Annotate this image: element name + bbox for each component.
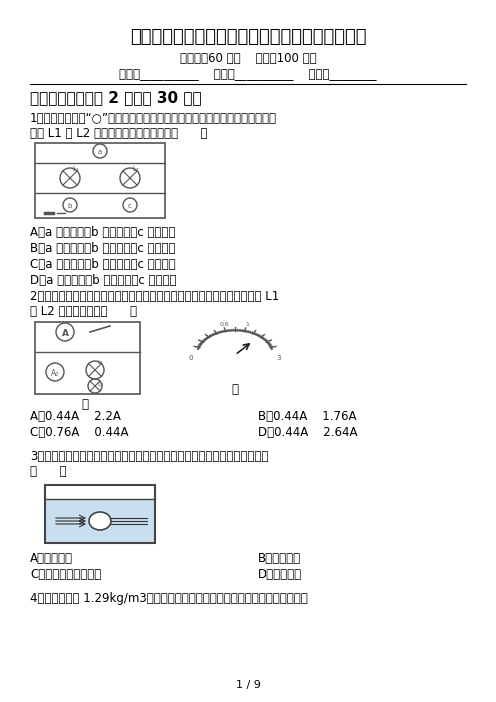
Text: 最新人教版九年级物理下册期末考试题及完整答案: 最新人教版九年级物理下册期末考试题及完整答案 — [130, 28, 366, 46]
Text: L₂: L₂ — [97, 381, 103, 387]
Circle shape — [56, 323, 74, 341]
Text: a: a — [98, 149, 102, 155]
Circle shape — [46, 363, 64, 381]
Text: （      ）: （ ） — [30, 465, 66, 478]
Text: C．0.76A    0.44A: C．0.76A 0.44A — [30, 426, 128, 439]
Text: A．会聚作用: A．会聚作用 — [30, 552, 73, 565]
Text: C．既不会聚也不发散: C．既不会聚也不发散 — [30, 568, 101, 581]
Text: B．发散作用: B．发散作用 — [258, 552, 301, 565]
Circle shape — [123, 198, 137, 212]
Bar — [45, 499, 155, 543]
Text: 1、如图所示，在“○”处可以连接电流表或电压表测量电路中的电流、电压，: 1、如图所示，在“○”处可以连接电流表或电压表测量电路中的电流、电压， — [30, 112, 277, 125]
Text: 1: 1 — [245, 322, 249, 327]
Text: 0.6: 0.6 — [220, 322, 230, 327]
Circle shape — [93, 144, 107, 158]
Text: 2、如图甲所示，开关闭合后，两个电流表指针偏转均为乙图所示，则通过 L1: 2、如图甲所示，开关闭合后，两个电流表指针偏转均为乙图所示，则通过 L1 — [30, 290, 279, 303]
Text: （时间：60 分钟    分数：100 分）: （时间：60 分钟 分数：100 分） — [180, 52, 316, 65]
Text: 为使 L1 与 L2 串联，以下做法正确的是（      ）: 为使 L1 与 L2 串联，以下做法正确的是（ ） — [30, 127, 207, 140]
Text: 甲: 甲 — [81, 398, 88, 411]
Text: 乙: 乙 — [232, 383, 239, 396]
Text: B．a 为电压表，b 为电压表，c 为电流表: B．a 为电压表，b 为电压表，c 为电流表 — [30, 242, 176, 255]
Text: 和 L2 的电流分别为（      ）: 和 L2 的电流分别为（ ） — [30, 305, 137, 318]
Circle shape — [63, 198, 77, 212]
Bar — [35, 143, 165, 218]
Text: b: b — [68, 203, 72, 209]
Bar — [35, 322, 140, 394]
Ellipse shape — [89, 512, 111, 530]
Bar — [45, 485, 155, 543]
Text: c: c — [128, 203, 132, 209]
Text: 3: 3 — [277, 355, 281, 361]
Text: B．0.44A    1.76A: B．0.44A 1.76A — [258, 410, 357, 423]
Text: A．a 为电流表，b 为电压表，c 为电流表: A．a 为电流表，b 为电压表，c 为电流表 — [30, 226, 176, 239]
Text: C．a 为电流表，b 为电流表，c 为电压表: C．a 为电流表，b 为电流表，c 为电压表 — [30, 258, 176, 271]
Text: 3、如图所示容器水中有一个空气泡，则其对水平射入其中的光线有何作用：: 3、如图所示容器水中有一个空气泡，则其对水平射入其中的光线有何作用： — [30, 450, 268, 463]
Text: L₁: L₁ — [97, 360, 103, 365]
Text: D．a 为电流表，b 为电流表，c 为电流表: D．a 为电流表，b 为电流表，c 为电流表 — [30, 274, 177, 287]
Text: D．0.44A    2.64A: D．0.44A 2.64A — [258, 426, 358, 439]
Text: 一、选择题（每题 2 分，共 30 分）: 一、选择题（每题 2 分，共 30 分） — [30, 90, 202, 105]
Text: L₁: L₁ — [72, 166, 79, 172]
Text: 班级：__________    姓名：__________    分数：________: 班级：__________ 姓名：__________ 分数：________ — [119, 68, 377, 81]
Text: L₂: L₂ — [132, 166, 139, 172]
Text: A: A — [62, 329, 68, 338]
Text: 0: 0 — [189, 355, 193, 361]
Text: 1 / 9: 1 / 9 — [236, 680, 260, 690]
Text: A₀: A₀ — [51, 369, 59, 378]
Text: A．0.44A    2.2A: A．0.44A 2.2A — [30, 410, 121, 423]
Text: 4、空气密度为 1.29kg/m3，以下数据中最接近于一个教室里全部空气质量的是: 4、空气密度为 1.29kg/m3，以下数据中最接近于一个教室里全部空气质量的是 — [30, 592, 308, 605]
Text: D．无法判断: D．无法判断 — [258, 568, 302, 581]
